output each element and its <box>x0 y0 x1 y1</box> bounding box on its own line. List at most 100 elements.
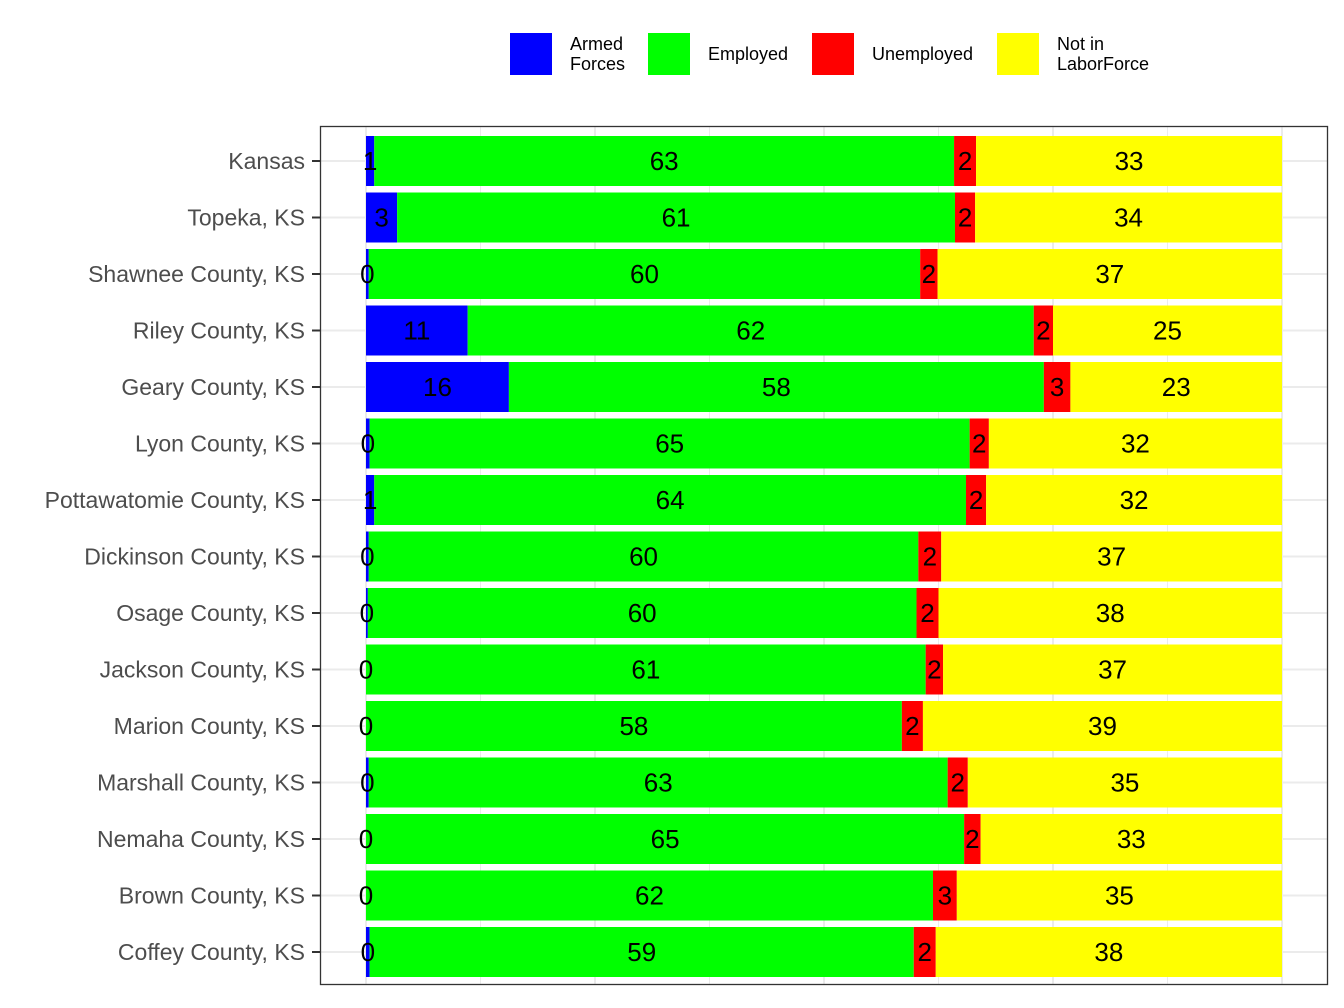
data-label-not-in-laborforce-geary-county-ks: 23 <box>1162 372 1191 402</box>
legend-swatch-not-in-laborforce <box>997 33 1039 75</box>
y-tick-label-geary-county-ks: Geary County, KS <box>121 374 305 400</box>
data-label-unemployed-osage-county-ks: 2 <box>920 598 934 628</box>
bar-unemployed-osage-county-ks <box>916 588 939 638</box>
data-label-employed-pottawatomie-county-ks: 64 <box>656 485 685 515</box>
data-label-unemployed-coffey-county-ks: 2 <box>918 937 932 967</box>
bar-unemployed-topeka-ks <box>954 192 976 243</box>
bar-not-in-laborforce-pottawatomie-county-ks <box>986 475 1282 525</box>
data-label-armed-forces-kansas: 1 <box>363 146 377 176</box>
bar-unemployed-marion-county-ks <box>901 701 923 751</box>
data-label-not-in-laborforce-osage-county-ks: 38 <box>1096 598 1125 628</box>
data-label-employed-riley-county-ks: 62 <box>736 316 765 346</box>
bar-unemployed-marshall-county-ks <box>947 757 968 808</box>
bar-not-in-laborforce-marshall-county-ks <box>967 757 1282 808</box>
y-tick-label-marion-county-ks: Marion County, KS <box>114 713 305 739</box>
data-label-employed-coffey-county-ks: 59 <box>627 937 656 967</box>
data-label-unemployed-pottawatomie-county-ks: 2 <box>969 485 983 515</box>
bar-unemployed-kansas <box>954 136 977 186</box>
bar-armed-forces-geary-county-ks <box>366 362 509 412</box>
bar-not-in-laborforce-dickinson-county-ks <box>941 531 1282 582</box>
bar-unemployed-lyon-county-ks <box>969 418 989 469</box>
data-label-employed-geary-county-ks: 58 <box>762 372 791 402</box>
bar-employed-jackson-county-ks <box>366 644 926 695</box>
bar-not-in-laborforce-lyon-county-ks <box>988 418 1282 469</box>
bar-employed-shawnee-county-ks <box>368 249 921 299</box>
data-label-not-in-laborforce-topeka-ks: 34 <box>1114 203 1143 233</box>
data-label-employed-topeka-ks: 61 <box>662 203 691 233</box>
bars <box>366 136 1282 977</box>
data-label-employed-dickinson-county-ks: 60 <box>629 542 658 572</box>
y-tick-label-shawnee-county-ks: Shawnee County, KS <box>88 261 305 287</box>
bar-not-in-laborforce-marion-county-ks <box>922 701 1282 751</box>
bar-unemployed-pottawatomie-county-ks <box>965 475 987 525</box>
y-axis: Kansas Topeka, KS Shawnee County, KS Riley … <box>45 148 320 965</box>
data-label-armed-forces-brown-county-ks: 0 <box>359 881 373 911</box>
data-label-not-in-laborforce-shawnee-county-ks: 37 <box>1095 259 1124 289</box>
y-tick-label-lyon-county-ks: Lyon County, KS <box>135 431 305 457</box>
legend-label-armed-forces: Armed Forces <box>570 34 626 74</box>
bar-employed-marshall-county-ks <box>368 757 948 808</box>
data-label-employed-shawnee-county-ks: 60 <box>630 259 659 289</box>
data-label-employed-brown-county-ks: 62 <box>635 881 664 911</box>
y-tick-label-kansas: Kansas <box>228 148 305 174</box>
data-label-not-in-laborforce-marshall-county-ks: 35 <box>1110 768 1139 798</box>
bar-employed-dickinson-county-ks <box>368 531 919 582</box>
bar-armed-forces-coffey-county-ks <box>366 927 370 977</box>
y-tick-label-riley-county-ks: Riley County, KS <box>133 318 305 344</box>
bar-unemployed-geary-county-ks <box>1043 362 1071 412</box>
y-tick-label-brown-county-ks: Brown County, KS <box>119 883 305 909</box>
bar-employed-lyon-county-ks <box>369 418 970 469</box>
data-label-employed-nemaha-county-ks: 65 <box>651 824 680 854</box>
data-label-employed-marion-county-ks: 58 <box>619 711 648 741</box>
bar-not-in-laborforce-kansas <box>976 136 1282 186</box>
y-tick-label-coffey-county-ks: Coffey County, KS <box>118 939 305 965</box>
data-label-not-in-laborforce-marion-county-ks: 39 <box>1088 711 1117 741</box>
legend-swatch-employed <box>648 33 690 75</box>
y-tick-label-osage-county-ks: Osage County, KS <box>116 600 305 626</box>
y-tick-label-dickinson-county-ks: Dickinson County, KS <box>84 544 305 570</box>
data-label-not-in-laborforce-dickinson-county-ks: 37 <box>1097 542 1126 572</box>
data-label-armed-forces-dickinson-county-ks: 0 <box>360 542 374 572</box>
y-tick-label-nemaha-county-ks: Nemaha County, KS <box>97 826 305 852</box>
data-label-not-in-laborforce-nemaha-county-ks: 33 <box>1117 824 1146 854</box>
bar-employed-marion-county-ks <box>366 701 902 751</box>
data-label-unemployed-shawnee-county-ks: 2 <box>922 259 936 289</box>
legend-label-unemployed: Unemployed <box>872 44 974 64</box>
bar-employed-pottawatomie-county-ks <box>374 475 966 525</box>
data-label-unemployed-marshall-county-ks: 2 <box>951 768 965 798</box>
y-tick-label-marshall-county-ks: Marshall County, KS <box>97 770 305 796</box>
data-label-employed-osage-county-ks: 60 <box>628 598 657 628</box>
bar-armed-forces-kansas <box>366 136 375 186</box>
bar-employed-coffey-county-ks <box>369 927 914 977</box>
data-label-armed-forces-pottawatomie-county-ks: 1 <box>363 485 377 515</box>
y-tick-label-jackson-county-ks: Jackson County, KS <box>100 657 305 683</box>
data-label-employed-kansas: 63 <box>650 146 679 176</box>
data-label-unemployed-brown-county-ks: 3 <box>938 881 952 911</box>
legend: Armed Forces Employed Unemployed Not in … <box>510 32 1170 78</box>
bar-employed-nemaha-county-ks <box>366 814 965 864</box>
bar-not-in-laborforce-brown-county-ks <box>956 870 1282 921</box>
bar-not-in-laborforce-coffey-county-ks <box>935 927 1282 977</box>
data-label-employed-marshall-county-ks: 63 <box>644 768 673 798</box>
bar-unemployed-jackson-county-ks <box>925 644 944 695</box>
data-label-armed-forces-shawnee-county-ks: 0 <box>360 259 374 289</box>
data-label-unemployed-riley-county-ks: 2 <box>1036 316 1050 346</box>
y-tick-label-pottawatomie-county-ks: Pottawatomie County, KS <box>45 487 305 513</box>
data-label-armed-forces-nemaha-county-ks: 0 <box>359 824 373 854</box>
data-label-unemployed-geary-county-ks: 3 <box>1050 372 1064 402</box>
data-label-unemployed-dickinson-county-ks: 2 <box>923 542 937 572</box>
data-label-employed-jackson-county-ks: 61 <box>631 655 660 685</box>
y-tick-label-topeka-ks: Topeka, KS <box>187 205 305 231</box>
legend-swatch-armed-forces <box>510 33 552 75</box>
data-label-not-in-laborforce-brown-county-ks: 35 <box>1105 881 1134 911</box>
data-label-not-in-laborforce-riley-county-ks: 25 <box>1153 316 1182 346</box>
data-label-armed-forces-coffey-county-ks: 0 <box>361 937 375 967</box>
data-label-unemployed-kansas: 2 <box>958 146 972 176</box>
legend-label-employed: Employed <box>708 44 789 64</box>
bar-employed-geary-county-ks <box>508 362 1044 412</box>
data-label-employed-lyon-county-ks: 65 <box>655 429 684 459</box>
bar-unemployed-brown-county-ks <box>933 870 957 921</box>
bar-unemployed-riley-county-ks <box>1033 305 1053 356</box>
bar-armed-forces-dickinson-county-ks <box>366 531 369 582</box>
